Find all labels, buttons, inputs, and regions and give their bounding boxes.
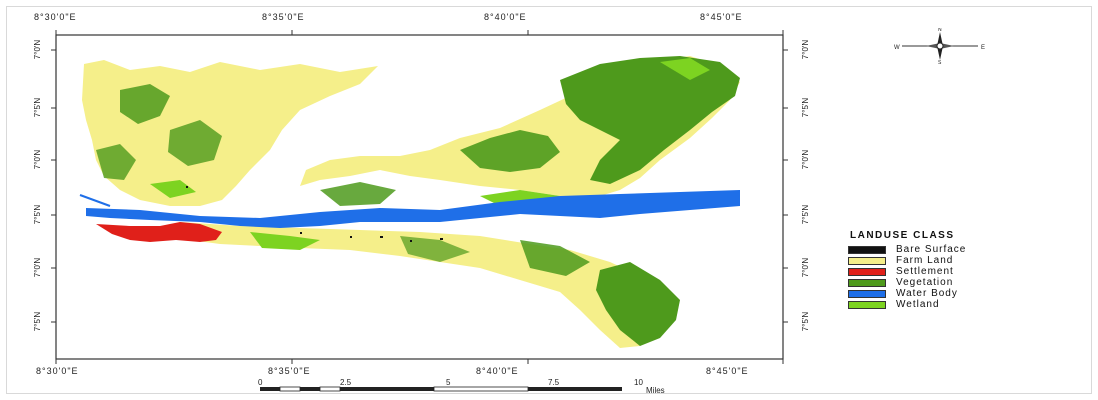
map-legend: LANDUSE CLASS Bare Surface Farm Land Set…	[848, 230, 1088, 310]
top-lon-label: 8°30'0"E	[34, 12, 77, 22]
left-lat-label: 7°5'N	[33, 311, 43, 332]
tick-marks	[51, 30, 788, 364]
bottom-lon-label: 8°35'0"E	[268, 366, 311, 376]
left-lat-label: 7°0'N	[33, 149, 43, 170]
legend-swatch	[848, 278, 886, 287]
scale-label: 2.5	[340, 378, 352, 387]
left-lat-label: 7°0'N	[33, 39, 43, 60]
legend-item: Bare Surface	[848, 244, 1088, 255]
scale-bar-graphic	[260, 386, 622, 392]
scale-label: 5	[446, 378, 451, 387]
vegetation	[96, 56, 740, 346]
legend-swatch	[848, 300, 886, 309]
legend-label: Vegetation	[896, 277, 954, 288]
left-lat-label: 7°5'N	[33, 204, 43, 225]
legend-item: Farm Land	[848, 255, 1088, 266]
bare-surface	[186, 186, 443, 242]
right-lat-label: 7°5'N	[801, 204, 811, 225]
legend-swatch	[848, 267, 886, 276]
scale-label: 0	[258, 378, 263, 387]
compass-n: N	[938, 28, 942, 33]
legend-item: Wetland	[848, 299, 1088, 310]
scale-label: 7.5	[548, 378, 560, 387]
scale-unit: Miles	[646, 386, 665, 395]
legend-label: Water Body	[896, 288, 958, 299]
bottom-lon-label: 8°40'0"E	[476, 366, 519, 376]
river-inlet	[79, 194, 111, 207]
legend-swatch	[848, 245, 886, 254]
right-lat-label: 7°0'N	[801, 257, 811, 278]
right-lat-label: 7°0'N	[801, 149, 811, 170]
legend-label: Bare Surface	[896, 244, 967, 255]
compass-e: E	[981, 45, 985, 51]
water-body	[86, 190, 740, 228]
settlement	[96, 222, 222, 242]
left-lat-label: 7°5'N	[33, 97, 43, 118]
right-lat-label: 7°5'N	[801, 97, 811, 118]
bottom-lon-label: 8°45'0"E	[706, 366, 749, 376]
legend-label: Settlement	[896, 266, 954, 277]
legend-item: Settlement	[848, 266, 1088, 277]
legend-title: LANDUSE CLASS	[850, 230, 955, 241]
top-lon-label: 8°40'0"E	[484, 12, 527, 22]
compass-w: W	[894, 45, 900, 51]
top-lon-label: 8°35'0"E	[262, 12, 305, 22]
legend-swatch	[848, 256, 886, 265]
top-lon-label: 8°45'0"E	[700, 12, 743, 22]
map-frame	[6, 6, 1092, 394]
legend-item: Vegetation	[848, 277, 1088, 288]
right-lat-label: 7°0'N	[801, 39, 811, 60]
legend-label: Wetland	[896, 299, 940, 310]
compass-s: S	[938, 60, 942, 64]
scale-label: 10	[634, 378, 643, 387]
left-lat-label: 7°0'N	[33, 257, 43, 278]
bottom-lon-label: 8°30'0"E	[36, 366, 79, 376]
right-lat-label: 7°5'N	[801, 311, 811, 332]
legend-swatch	[848, 289, 886, 298]
legend-label: Farm Land	[896, 255, 954, 266]
legend-item: Water Body	[848, 288, 1088, 299]
north-arrow-icon: W E N S	[894, 28, 985, 64]
